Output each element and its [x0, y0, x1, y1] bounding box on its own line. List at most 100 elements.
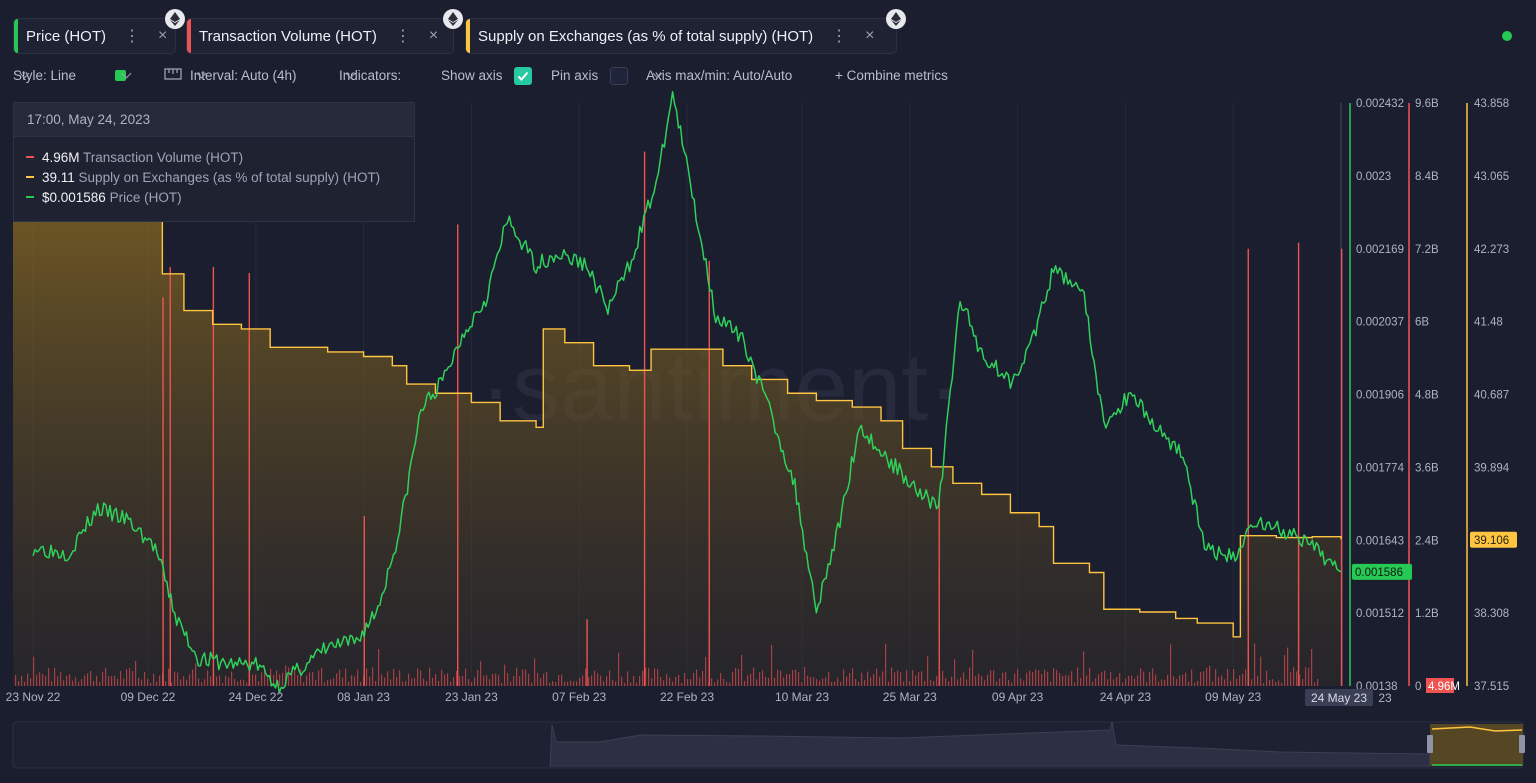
volume-spike-bar	[162, 297, 164, 686]
tooltip-series-name: Price (HOT)	[109, 190, 182, 205]
more-options-icon[interactable]: ⋮	[124, 28, 140, 45]
price-current-badge	[1352, 563, 1412, 580]
navigator-overview	[549, 721, 1431, 767]
tooltip-value: $0.001586	[42, 190, 106, 205]
series-color-dash	[26, 156, 34, 159]
volume-bar	[954, 659, 956, 686]
volume-bar	[510, 681, 512, 686]
tooltip-row-price: $0.001586 Price (HOT)	[26, 190, 182, 205]
supply-area-fill	[13, 204, 1341, 687]
volume-bar	[918, 672, 920, 686]
navigator-left-handle[interactable]	[1427, 735, 1433, 753]
volume-bar	[1185, 672, 1187, 686]
style-label: Style: Line	[13, 68, 77, 83]
volume-bar	[630, 682, 632, 686]
volume-bar	[969, 667, 971, 686]
style-dropdown[interactable]: Style: Line	[13, 68, 76, 83]
volume-bar	[606, 676, 608, 686]
volume-bar	[669, 677, 671, 686]
more-options-icon[interactable]: ⋮	[394, 28, 411, 45]
color-picker[interactable]	[115, 68, 132, 85]
volume-bar	[1158, 681, 1160, 686]
volume-bar	[183, 676, 185, 686]
volume-bar	[1077, 667, 1079, 686]
volume-bar	[936, 676, 938, 686]
volume-bar	[1311, 649, 1313, 686]
volume-bar	[459, 675, 461, 686]
price-tick-label: 0.001643	[1356, 535, 1404, 547]
volume-bar	[1293, 667, 1295, 686]
volume-bar	[1296, 671, 1298, 686]
volume-bar	[390, 679, 392, 686]
volume-bar	[1218, 676, 1220, 686]
volume-bar	[1227, 668, 1229, 686]
volume-bar	[336, 673, 338, 686]
volume-bar	[54, 667, 56, 686]
axis-maxmin-dropdown[interactable]: Axis max/min: Auto/Auto	[646, 68, 792, 83]
volume-bar	[57, 676, 59, 686]
tab-transaction-volume[interactable]: Transaction Volume (HOT) ⋮ ×	[186, 9, 463, 54]
volume-bar	[216, 676, 218, 686]
volume-bar	[474, 677, 476, 686]
volume-spike-bar	[938, 497, 940, 686]
volume-bar	[1101, 671, 1103, 686]
volume-tick-label: 1.2B	[1415, 608, 1439, 620]
volume-bar	[723, 678, 725, 686]
supply-tick-label: 37.515	[1474, 681, 1509, 693]
volume-bar	[492, 673, 494, 686]
volume-bar	[231, 671, 233, 686]
volume-bar	[1197, 680, 1199, 686]
volume-spike-bar	[586, 619, 588, 686]
volume-bar	[261, 672, 263, 686]
interval-dropdown[interactable]: Interval: Auto (4h)	[164, 68, 297, 83]
volume-bar	[327, 680, 329, 686]
volume-bar	[618, 652, 620, 686]
volume-bar	[687, 679, 689, 686]
pin-axis-checkbox[interactable]	[610, 67, 628, 85]
more-options-icon[interactable]: ⋮	[831, 28, 848, 45]
volume-bar	[1014, 673, 1016, 686]
navigator-right-handle[interactable]	[1519, 735, 1525, 753]
close-icon[interactable]: ×	[158, 27, 168, 44]
volume-bar	[297, 674, 299, 686]
volume-bar	[75, 677, 77, 686]
volume-bar	[345, 668, 347, 686]
volume-bar	[1173, 676, 1175, 686]
tab-price[interactable]: Price (HOT) ⋮ ×	[13, 9, 185, 54]
close-icon[interactable]: ×	[865, 27, 875, 44]
volume-bar	[720, 673, 722, 686]
tab-color-bar	[14, 19, 18, 53]
navigator[interactable]	[12, 721, 1525, 769]
tooltip-series-name: Supply on Exchanges (as % of total suppl…	[78, 170, 381, 185]
show-axis-checkbox[interactable]	[514, 67, 532, 85]
volume-bar	[138, 677, 140, 686]
volume-bar	[1161, 679, 1163, 686]
volume-bar	[1107, 679, 1109, 686]
volume-bar	[855, 679, 857, 686]
volume-bar	[321, 667, 323, 686]
volume-bar	[567, 681, 569, 686]
volume-bar	[39, 672, 41, 686]
volume-bar	[888, 681, 890, 686]
volume-spike-bar	[363, 515, 365, 686]
volume-bar	[114, 675, 116, 686]
volume-tick-label: 2.4B	[1415, 535, 1439, 547]
volume-bar	[1281, 682, 1283, 686]
volume-bar	[891, 667, 893, 686]
volume-bar	[996, 681, 998, 686]
volume-bar	[1149, 672, 1151, 686]
volume-bar	[933, 681, 935, 686]
volume-bar	[333, 678, 335, 686]
volume-bar	[111, 675, 113, 686]
volume-bar	[768, 678, 770, 686]
volume-bar	[1233, 669, 1235, 686]
volume-bar	[246, 682, 248, 686]
volume-spike-bar	[248, 273, 251, 686]
tab-supply-on-exchanges[interactable]: Supply on Exchanges (as % of total suppl…	[465, 9, 906, 54]
indicators-dropdown[interactable]: Indicators:	[339, 68, 401, 83]
close-icon[interactable]: ×	[428, 27, 439, 44]
volume-bar	[858, 681, 860, 686]
volume-bar	[285, 665, 287, 686]
volume-bar	[441, 669, 443, 686]
